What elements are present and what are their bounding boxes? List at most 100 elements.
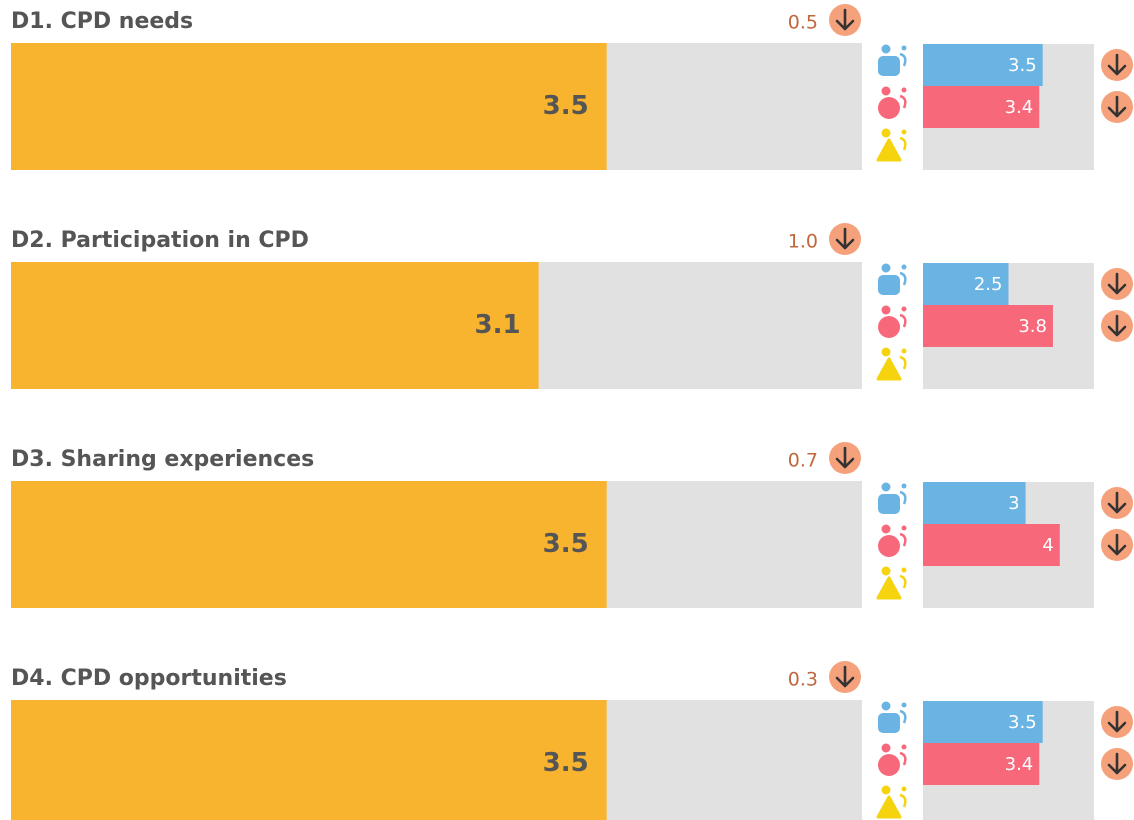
icon-head bbox=[881, 305, 891, 315]
icon-body bbox=[876, 357, 902, 381]
icon-head bbox=[881, 263, 891, 273]
icon-curve bbox=[899, 793, 907, 808]
main-value-label: 3.5 bbox=[543, 748, 589, 778]
arrow-glyph bbox=[835, 8, 855, 31]
icon-head bbox=[881, 128, 891, 138]
group-bar bbox=[923, 482, 1026, 524]
icon-body bbox=[878, 535, 900, 557]
icon-body bbox=[878, 56, 900, 76]
icon-curve bbox=[899, 709, 907, 724]
change-value: 1.0 bbox=[788, 231, 818, 253]
icon-curve bbox=[899, 94, 907, 109]
icon-dot bbox=[901, 45, 907, 51]
group-bar bbox=[923, 44, 1043, 86]
arrow-glyph bbox=[1107, 95, 1127, 118]
icon-dot bbox=[901, 786, 907, 792]
icon-body bbox=[878, 494, 900, 514]
group-icon bbox=[878, 86, 907, 119]
icon-body bbox=[878, 316, 900, 338]
panel-title: D3. Sharing experiences bbox=[11, 447, 314, 472]
arrow-glyph bbox=[835, 446, 855, 469]
group-bar bbox=[923, 86, 1040, 128]
main-bar bbox=[11, 700, 607, 820]
down-arrow-icon bbox=[1101, 529, 1133, 561]
icon-body bbox=[878, 754, 900, 776]
arrow-glyph bbox=[1107, 314, 1127, 337]
icon-head bbox=[881, 524, 891, 534]
icon-curve bbox=[899, 355, 907, 370]
arrow-glyph bbox=[1107, 533, 1127, 556]
icon-dot bbox=[901, 129, 907, 135]
icon-head bbox=[881, 566, 891, 576]
panel-title: D4. CPD opportunities bbox=[11, 666, 287, 691]
icon-head bbox=[881, 743, 891, 753]
down-arrow-icon bbox=[829, 223, 861, 255]
group-icon bbox=[878, 701, 907, 733]
icon-body bbox=[876, 795, 902, 819]
arrow-glyph bbox=[1107, 752, 1127, 775]
icon-dot bbox=[901, 525, 907, 531]
icon-curve bbox=[899, 271, 907, 286]
group-icon bbox=[876, 347, 907, 381]
group-icon bbox=[876, 566, 907, 600]
main-bar bbox=[11, 481, 607, 608]
down-arrow-icon bbox=[1101, 748, 1133, 780]
change-value: 0.3 bbox=[788, 669, 818, 691]
group-icon bbox=[878, 482, 907, 514]
icon-curve bbox=[899, 136, 907, 151]
main-value-label: 3.5 bbox=[543, 91, 589, 121]
icon-dot bbox=[901, 744, 907, 750]
icon-dot bbox=[901, 483, 907, 489]
change-value: 0.5 bbox=[788, 12, 818, 34]
icon-head bbox=[881, 44, 891, 54]
panel-title: D1. CPD needs bbox=[11, 9, 193, 34]
down-arrow-icon bbox=[1101, 310, 1133, 342]
arrow-glyph bbox=[835, 665, 855, 688]
group-bar bbox=[923, 743, 1040, 785]
group-icon bbox=[878, 305, 907, 338]
group-value-label: 3.4 bbox=[1005, 754, 1034, 775]
group-bar bbox=[923, 701, 1043, 743]
icon-dot bbox=[901, 264, 907, 270]
group-value-label: 3.8 bbox=[1018, 316, 1047, 337]
icon-curve bbox=[899, 532, 907, 547]
icon-head bbox=[881, 86, 891, 96]
group-value-label: 2.5 bbox=[974, 274, 1003, 295]
group-bar bbox=[923, 305, 1053, 347]
icon-dot bbox=[901, 348, 907, 354]
main-value-label: 3.5 bbox=[543, 529, 589, 559]
icon-dot bbox=[901, 567, 907, 573]
icon-curve bbox=[899, 574, 907, 589]
group-value-label: 3 bbox=[1008, 493, 1019, 514]
main-bar bbox=[11, 43, 607, 170]
down-arrow-icon bbox=[1101, 49, 1133, 81]
group-icon bbox=[878, 263, 907, 295]
down-arrow-icon bbox=[1101, 706, 1133, 738]
arrow-glyph bbox=[1107, 491, 1127, 514]
down-arrow-icon bbox=[829, 661, 861, 693]
icon-head bbox=[881, 701, 891, 711]
group-value-label: 3.4 bbox=[1005, 97, 1034, 118]
down-arrow-icon bbox=[829, 442, 861, 474]
icon-curve bbox=[899, 490, 907, 505]
group-value-label: 3.5 bbox=[1008, 712, 1037, 733]
icon-head bbox=[881, 482, 891, 492]
down-arrow-icon bbox=[829, 4, 861, 36]
group-icon bbox=[876, 785, 907, 819]
main-bar bbox=[11, 262, 539, 389]
icon-curve bbox=[899, 52, 907, 67]
icon-curve bbox=[899, 751, 907, 766]
arrow-glyph bbox=[1107, 710, 1127, 733]
arrow-glyph bbox=[1107, 272, 1127, 295]
icon-head bbox=[881, 785, 891, 795]
icon-body bbox=[878, 275, 900, 295]
change-value: 0.7 bbox=[788, 450, 818, 472]
icon-body bbox=[878, 713, 900, 733]
group-icon bbox=[878, 743, 907, 776]
group-bar bbox=[923, 263, 1009, 305]
group-icon bbox=[876, 128, 907, 162]
icon-dot bbox=[901, 702, 907, 708]
group-value-label: 4 bbox=[1042, 535, 1053, 556]
main-value-label: 3.1 bbox=[475, 310, 521, 340]
down-arrow-icon bbox=[1101, 91, 1133, 123]
